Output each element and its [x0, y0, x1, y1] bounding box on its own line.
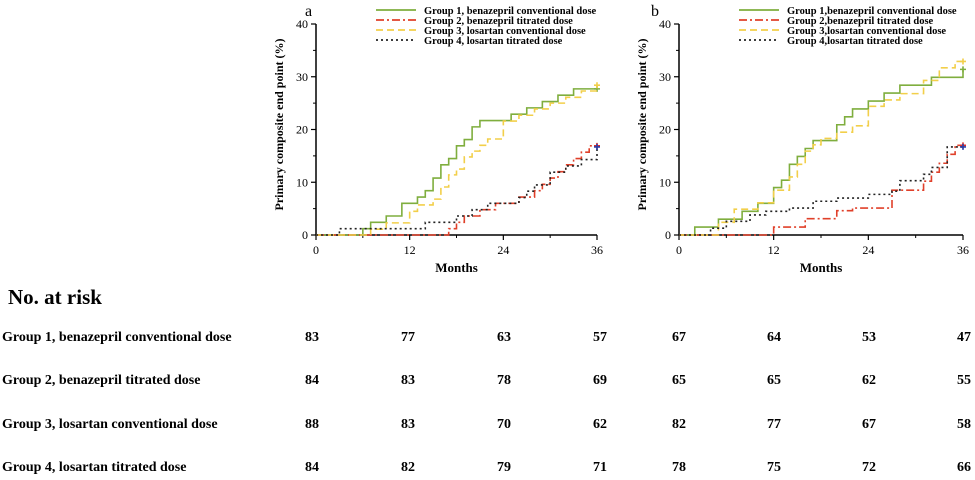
legend-entry: Group 3,losartan conventional dose [787, 26, 946, 37]
risk-value: 84 [305, 460, 319, 475]
km-charts: a 0 10 20 30 40 0 12 24 36 Months Primary composite… [272, 3, 969, 275]
legend-entry: Group 1,benazepril conventional dose [787, 6, 957, 17]
risk-row: Group 4, losartan titrated dose 84 82 79 71 7… [0, 460, 975, 480]
x-tick-label: 0 [313, 243, 319, 257]
risk-value: 70 [497, 417, 511, 432]
series-line-2 [316, 145, 597, 236]
chart-panel-b: b 0 10 20 30 40 0 12 24 36 Months Primary composite… [635, 3, 969, 275]
legend-entry: Group 1, benazepril conventional dose [424, 6, 597, 17]
series-line-4 [316, 146, 598, 236]
risk-row: Group 2, benazepril titrated dose 84 83 78 6… [0, 373, 975, 393]
x-tick-label: 24 [862, 243, 874, 257]
series-line-3 [316, 85, 598, 236]
censor-mark [960, 66, 966, 73]
risk-value: 58 [957, 417, 971, 432]
risk-row-label: Group 1, benazepril conventional dose [2, 330, 232, 345]
series-line-1 [316, 88, 597, 236]
risk-row-label: Group 3, losartan conventional dose [2, 417, 218, 432]
risk-value: 82 [401, 460, 415, 475]
series-line-2 [679, 144, 963, 236]
legend-entry: Group 4,losartan titrated dose [787, 36, 923, 47]
x-axis-label: Months [800, 260, 843, 275]
y-tick-label: 20 [659, 123, 671, 137]
risk-value: 71 [593, 460, 607, 475]
risk-value: 88 [305, 417, 319, 432]
x-axis-label: Months [435, 260, 478, 275]
panel-letter: b [651, 3, 659, 20]
risk-row: Group 3, losartan conventional dose 88 83 7… [0, 417, 975, 437]
x-tick-label: 12 [768, 243, 780, 257]
y-tick-label: 30 [296, 70, 308, 84]
risk-value: 72 [862, 460, 876, 475]
risk-value: 53 [862, 330, 876, 345]
risk-value: 75 [767, 460, 781, 475]
risk-value: 77 [401, 330, 415, 345]
risk-value: 65 [767, 373, 781, 388]
y-axis-label: Primary composite end point (%) [635, 39, 649, 211]
x-tick-label: 36 [957, 243, 969, 257]
y-tick-label: 30 [659, 70, 671, 84]
legend-entry: Group 4, losartan titrated dose [424, 36, 563, 47]
risk-value: 79 [497, 460, 511, 475]
legend-entry: Group 2,benazepril titrated dose [787, 16, 934, 27]
y-tick-label: 0 [302, 228, 308, 242]
y-tick-label: 40 [296, 17, 308, 31]
series-line-1 [679, 69, 964, 236]
legend-entry: Group 2, benazepril titrated dose [424, 16, 573, 27]
risk-value: 83 [305, 330, 319, 345]
y-tick-label: 0 [665, 228, 671, 242]
x-tick-label: 24 [497, 243, 509, 257]
y-tick-label: 10 [296, 175, 308, 189]
risk-value: 66 [957, 460, 971, 475]
risk-value: 47 [957, 330, 971, 345]
risk-value: 84 [305, 373, 319, 388]
x-tick-label: 12 [404, 243, 416, 257]
risk-value: 64 [767, 330, 781, 345]
risk-row-label: Group 4, losartan titrated dose [2, 460, 187, 475]
censor-mark [594, 143, 600, 150]
risk-value: 69 [593, 373, 607, 388]
risk-value: 83 [401, 373, 415, 388]
series-line-3 [679, 60, 963, 236]
chart-panel-a: a 0 10 20 30 40 0 12 24 36 Months Primary composite… [272, 3, 603, 275]
panel-letter: a [305, 3, 312, 20]
censor-mark [960, 58, 966, 65]
risk-value: 67 [862, 417, 876, 432]
risk-value: 62 [862, 373, 876, 388]
risk-row: Group 1, benazepril conventional dose 83 7… [0, 330, 975, 350]
risk-value: 82 [672, 417, 686, 432]
risk-value: 55 [957, 373, 971, 388]
censor-mark [960, 143, 966, 150]
risk-value: 63 [497, 330, 511, 345]
risk-table-title: No. at risk [8, 285, 102, 309]
risk-value: 65 [672, 373, 686, 388]
risk-value: 83 [401, 417, 415, 432]
risk-value: 67 [672, 330, 686, 345]
risk-value: 78 [497, 373, 511, 388]
x-tick-label: 0 [676, 243, 682, 257]
risk-value: 62 [593, 417, 607, 432]
risk-value: 57 [593, 330, 607, 345]
censor-mark [594, 82, 600, 89]
y-tick-label: 10 [659, 175, 671, 189]
legend-entry: Group 3, losartan conventional dose [424, 26, 586, 37]
risk-value: 78 [672, 460, 686, 475]
risk-value: 77 [767, 417, 781, 432]
y-tick-label: 40 [659, 17, 671, 31]
x-tick-label: 36 [591, 243, 603, 257]
y-tick-label: 20 [296, 123, 308, 137]
y-axis-label: Primary composite end point (%) [272, 39, 286, 211]
risk-row-label: Group 2, benazepril titrated dose [2, 373, 201, 388]
